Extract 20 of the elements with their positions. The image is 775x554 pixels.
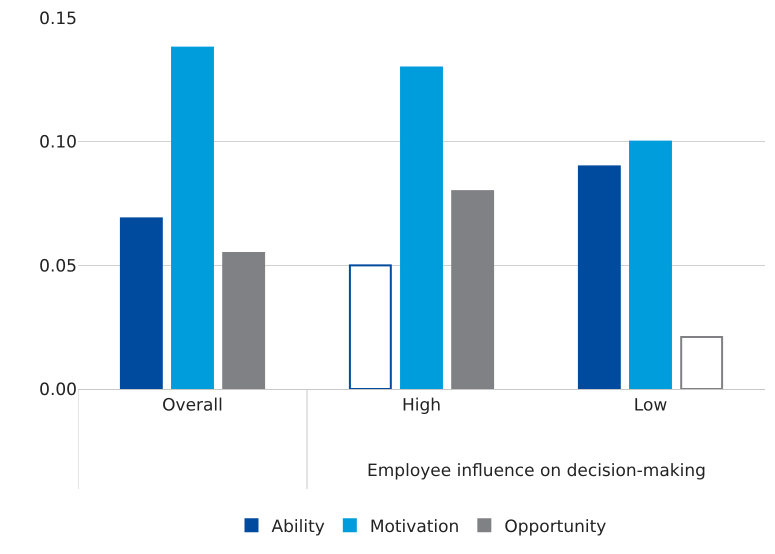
legend-label: Opportunity — [504, 516, 606, 537]
bar — [451, 190, 494, 389]
bar — [120, 217, 163, 389]
legend-label: Motivation — [370, 516, 460, 537]
y-tick-label: 0.15 — [39, 8, 77, 29]
x-axis-title: Employee influence on decision-making — [367, 461, 706, 481]
bar — [222, 252, 266, 389]
bar — [400, 66, 443, 389]
legend-label: Ability — [272, 516, 325, 537]
bar — [629, 140, 672, 389]
y-tick-label: 0.10 — [39, 132, 77, 153]
bar — [680, 336, 724, 389]
y-tick-label: 0.00 — [39, 380, 77, 400]
bar — [171, 46, 214, 389]
y-tick-label: 0.05 — [39, 256, 77, 276]
bar — [348, 264, 392, 389]
bar — [578, 165, 621, 389]
x-tick-label: Low — [634, 395, 668, 416]
x-tick-label: Overall — [162, 395, 223, 416]
x-tick-label: High — [402, 395, 442, 416]
